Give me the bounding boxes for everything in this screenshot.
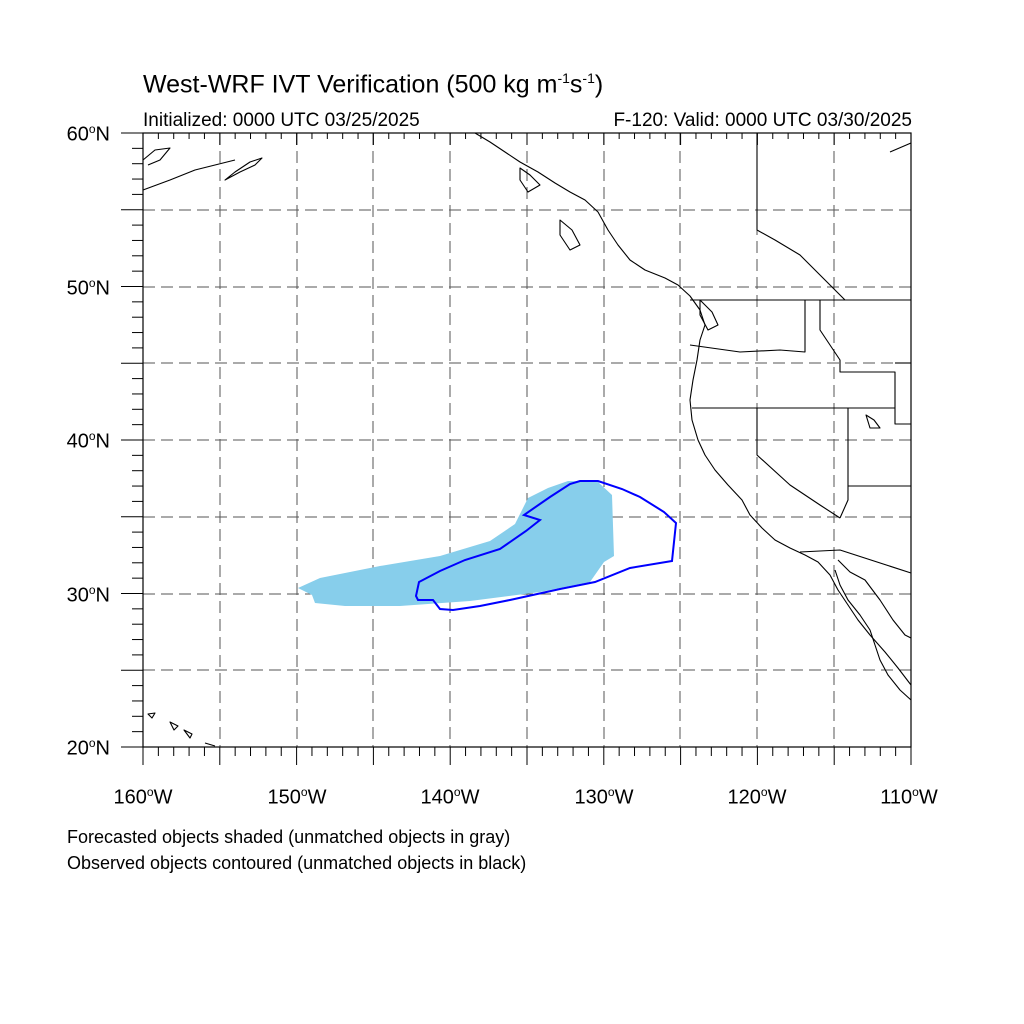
lon-label-120: 120oW bbox=[727, 785, 787, 809]
lon-label-130: 130oW bbox=[574, 785, 634, 809]
forecast-object bbox=[298, 481, 614, 606]
note-observed: Observed objects contoured (unmatched ob… bbox=[67, 853, 527, 873]
observed-object-contour bbox=[414, 480, 678, 612]
lon-label-140: 140oW bbox=[420, 785, 480, 809]
lon-label-110: 110oW bbox=[880, 785, 938, 809]
lat-label-50: 50oN bbox=[66, 276, 110, 300]
plot-title: West-WRF IVT Verification (500 kg m-1s-1… bbox=[143, 70, 604, 99]
plot-frame bbox=[142, 132, 912, 748]
note-forecast: Forecasted objects shaded (unmatched obj… bbox=[67, 827, 511, 847]
grid-lines bbox=[143, 133, 911, 747]
lon-label-160: 160oW bbox=[113, 785, 173, 809]
valid-time-label: F-120: Valid: 0000 UTC 03/30/2025 bbox=[613, 110, 912, 131]
coastlines bbox=[142, 132, 912, 747]
lon-label-150: 150oW bbox=[267, 785, 327, 809]
lat-label-30: 30oN bbox=[66, 583, 110, 607]
lat-label-60: 60oN bbox=[66, 122, 110, 146]
axis-ticks bbox=[121, 132, 912, 765]
initialized-label: Initialized: 0000 UTC 03/25/2025 bbox=[143, 110, 420, 131]
lat-label-20: 20oN bbox=[66, 736, 110, 760]
lat-label-40: 40oN bbox=[66, 429, 110, 453]
